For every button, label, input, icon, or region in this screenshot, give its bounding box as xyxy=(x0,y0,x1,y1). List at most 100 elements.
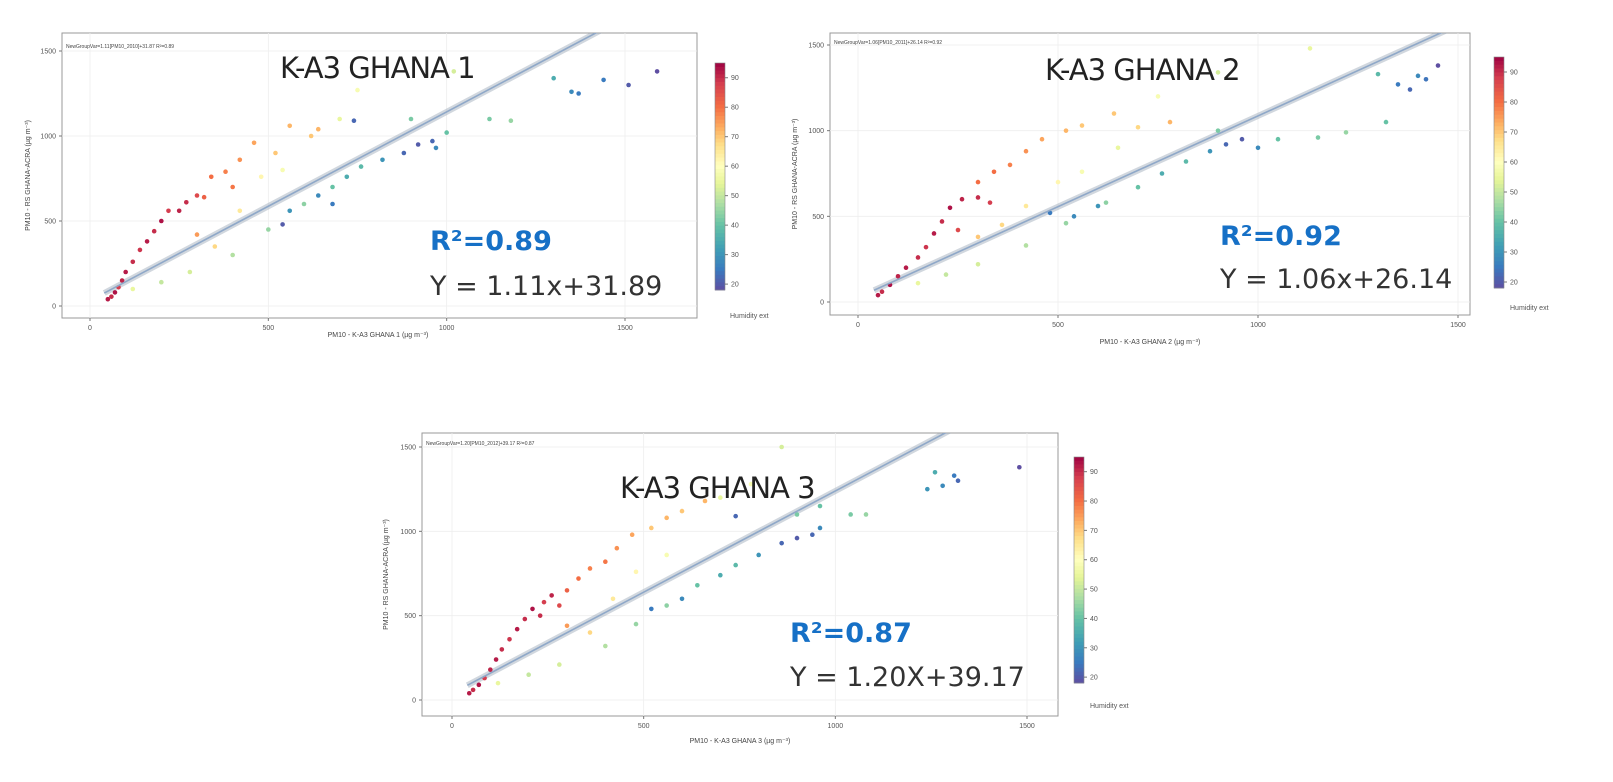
colorbar-tick-label: 60 xyxy=(1090,557,1098,564)
colorbar-tick-label: 30 xyxy=(1510,250,1518,257)
y-axis-label: PM10 - RS GHANA-ACRA (µg m⁻³) xyxy=(383,519,390,630)
colorbar-segment xyxy=(715,127,725,132)
data-point xyxy=(1023,148,1029,154)
data-point xyxy=(629,532,635,538)
colorbar-segment xyxy=(1074,592,1084,597)
colorbar-segment xyxy=(1494,145,1504,150)
data-point xyxy=(557,662,562,667)
y-tick-label: 500 xyxy=(44,219,56,226)
y-tick-label: 1500 xyxy=(40,49,56,56)
data-point xyxy=(610,596,616,602)
r-squared-label: R²=0.92 xyxy=(1220,221,1342,252)
plot-area xyxy=(465,433,1022,696)
data-point xyxy=(1315,135,1321,140)
colorbar-segment xyxy=(1494,126,1504,131)
data-point xyxy=(1415,73,1421,79)
data-point xyxy=(287,123,293,129)
colorbar-label: Humidity ext xyxy=(1510,305,1549,312)
regression-line xyxy=(466,433,947,687)
data-point xyxy=(848,512,853,517)
scatter-panel-1: 0 500 1000 1500 0 500 1000 1500 NewGroupVar=1.11… xyxy=(25,32,769,339)
colorbar-segment xyxy=(1494,237,1504,243)
colorbar-segment xyxy=(1074,664,1084,669)
colorbar-segment xyxy=(715,255,725,261)
colorbar-label: Humidity ext xyxy=(1090,703,1129,710)
colorbar-segment xyxy=(1494,280,1504,285)
colorbar-segment xyxy=(1074,554,1084,560)
colorbar-tick-label: 40 xyxy=(1090,616,1098,623)
colorbar-segment xyxy=(715,150,725,155)
colorbar-segment xyxy=(1074,577,1084,582)
y-tick-label: 500 xyxy=(812,214,824,221)
colorbar-tick-label: 80 xyxy=(1090,499,1098,506)
data-point xyxy=(1215,128,1221,133)
data-point xyxy=(664,552,669,558)
y-tick-label: 1000 xyxy=(808,128,824,135)
colorbar-segment xyxy=(1074,517,1084,522)
data-point xyxy=(1383,119,1389,125)
data-point xyxy=(903,265,909,271)
colorbar-segment xyxy=(1074,660,1084,665)
colorbar-segment xyxy=(715,195,725,200)
colorbar-segment xyxy=(1494,95,1504,100)
colorbar-segment xyxy=(1494,218,1504,223)
data-point xyxy=(301,201,307,207)
colorbar-segment xyxy=(1074,528,1084,533)
data-point xyxy=(1055,179,1061,185)
data-point xyxy=(194,232,200,237)
data-point xyxy=(315,193,321,198)
data-point xyxy=(551,75,556,81)
data-point xyxy=(664,515,669,521)
r-squared-label: R²=0.87 xyxy=(790,618,912,649)
data-point xyxy=(230,252,235,258)
colorbar-segment xyxy=(1494,160,1504,166)
colorbar-segment xyxy=(1074,573,1084,578)
colorbar-segment xyxy=(1494,137,1504,143)
data-point xyxy=(895,274,901,279)
colorbar-segment xyxy=(1074,464,1084,469)
panel-title: K-A3 GHANA 3 xyxy=(620,471,815,505)
data-point xyxy=(603,559,608,564)
colorbar-segment xyxy=(1494,164,1504,170)
colorbar-segment xyxy=(1074,667,1084,673)
colorbar-segment xyxy=(1074,509,1084,514)
data-point xyxy=(931,231,937,236)
colorbar-segment xyxy=(1494,284,1504,289)
data-point xyxy=(355,87,360,93)
data-point xyxy=(601,77,606,83)
data-point xyxy=(576,91,581,96)
data-point xyxy=(915,280,921,286)
x-tick-label: 1500 xyxy=(1019,723,1035,730)
colorbar-segment xyxy=(1494,222,1504,227)
colorbar-segment xyxy=(715,187,725,193)
plot-frame xyxy=(829,32,1471,316)
colorbar-segment xyxy=(715,146,725,151)
colorbar-segment xyxy=(1494,203,1504,208)
colorbar-segment xyxy=(1074,641,1084,646)
equation-label: Y = 1.11x+31.89 xyxy=(429,271,662,302)
data-point xyxy=(975,234,981,240)
colorbar-segment xyxy=(1494,118,1504,123)
colorbar-segment xyxy=(715,165,725,170)
data-point xyxy=(237,208,243,214)
data-point xyxy=(466,690,472,696)
colorbar-tick-label: 70 xyxy=(1090,528,1098,535)
fit-equation-label: NewGroupVar=1.06[PM10_2011]+26.14 R²=0.9… xyxy=(834,40,942,46)
data-point xyxy=(718,495,723,500)
colorbar-segment xyxy=(1494,68,1504,73)
x-tick-label: 1500 xyxy=(617,325,633,332)
colorbar-segment xyxy=(715,100,725,106)
colorbar-segment xyxy=(1494,272,1504,277)
data-point xyxy=(176,208,182,214)
colorbar-tick-label: 20 xyxy=(731,282,739,289)
data-point xyxy=(280,167,285,173)
colorbar-tick-label: 60 xyxy=(731,164,739,171)
colorbar-segment xyxy=(1074,611,1084,616)
colorbar-segment xyxy=(715,202,725,208)
colorbar-segment xyxy=(715,131,725,136)
data-point xyxy=(943,272,949,277)
data-point xyxy=(810,532,815,538)
data-point xyxy=(576,576,581,581)
colorbar-segment xyxy=(715,172,725,177)
colorbar-segment xyxy=(1074,536,1084,541)
